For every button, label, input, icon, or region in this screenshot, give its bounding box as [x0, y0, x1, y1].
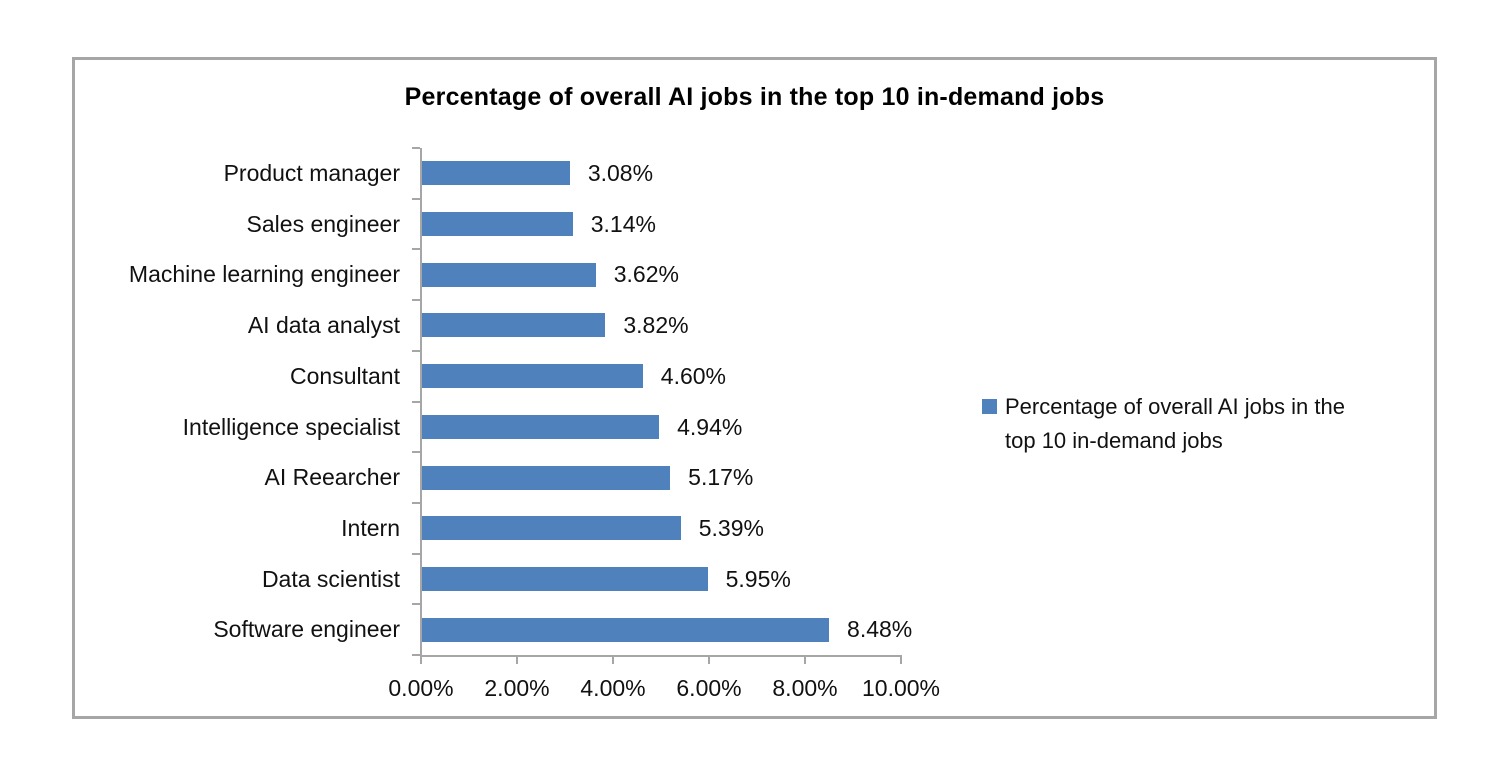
x-axis-line: [420, 655, 902, 657]
y-axis-tick: [412, 654, 420, 656]
value-label: 5.17%: [688, 464, 754, 491]
value-label: 3.08%: [587, 160, 654, 186]
bar: [422, 161, 570, 186]
y-axis-tick: [412, 349, 420, 352]
y-axis-tick: [412, 603, 420, 606]
category-label: AI Reearcher: [264, 464, 400, 491]
legend-line-1: Percentage of overall AI jobs in the: [1005, 394, 1345, 419]
x-axis-tick-label: 2.00%: [484, 675, 550, 701]
legend: Percentage of overall AI jobs in the top…: [982, 390, 1345, 458]
bar: [422, 364, 643, 389]
value-label: 3.82%: [623, 312, 689, 339]
y-axis-tick: [412, 451, 420, 454]
chart-frame: Percentage of overall AI jobs in the top…: [72, 57, 1437, 719]
value-label: 8.48%: [847, 616, 913, 643]
x-axis-tick: [900, 655, 902, 664]
bar: [422, 617, 830, 642]
x-axis-tick: [708, 655, 710, 664]
value-label: 5.95%: [725, 565, 791, 592]
x-axis-tick-label: 6.00%: [676, 675, 742, 701]
legend-line-2: top 10 in-demand jobs: [1005, 428, 1223, 453]
y-axis-tick: [412, 400, 420, 403]
category-label: Product manager: [223, 160, 400, 186]
y-axis-tick: [412, 501, 420, 504]
x-axis-tick-label: 0.00%: [388, 675, 454, 701]
value-label: 3.62%: [613, 261, 679, 288]
category-label: Software engineer: [213, 616, 400, 643]
y-axis-tick: [412, 299, 420, 302]
bar: [422, 465, 671, 490]
bar: [422, 516, 681, 541]
value-label: 3.14%: [590, 210, 656, 237]
x-axis-tick: [516, 655, 518, 664]
value-label: 4.60%: [660, 362, 727, 389]
bar: [422, 414, 660, 439]
bar: [422, 566, 708, 591]
bar: [422, 313, 606, 338]
legend-marker: [982, 399, 997, 414]
category-label: Data scientist: [261, 565, 400, 592]
y-axis-line: [420, 148, 422, 655]
x-axis-tick: [612, 655, 614, 664]
x-axis-tick: [804, 655, 806, 664]
bar: [422, 262, 596, 287]
value-label: 5.39%: [698, 514, 764, 541]
y-axis-tick: [412, 248, 420, 251]
x-axis-tick-label: 8.00%: [772, 675, 838, 701]
chart-title: Percentage of overall AI jobs in the top…: [404, 83, 1105, 111]
value-label: 4.94%: [677, 413, 743, 440]
category-label: Sales engineer: [246, 210, 400, 237]
category-label: Machine learning engineer: [128, 261, 400, 288]
x-axis-tick-label: 10.00%: [861, 675, 940, 701]
bar: [422, 212, 573, 237]
y-axis-tick: [412, 552, 420, 555]
legend-text: Percentage of overall AI jobs in the top…: [1005, 390, 1345, 458]
y-axis-tick: [412, 197, 420, 200]
category-label: Consultant: [290, 362, 400, 389]
category-label: Intern: [341, 514, 400, 541]
y-axis-tick: [412, 147, 420, 149]
category-label: AI data analyst: [247, 312, 400, 339]
x-axis-tick: [420, 655, 422, 664]
x-axis-tick-label: 4.00%: [580, 675, 646, 701]
category-label: Intelligence specialist: [182, 413, 400, 440]
